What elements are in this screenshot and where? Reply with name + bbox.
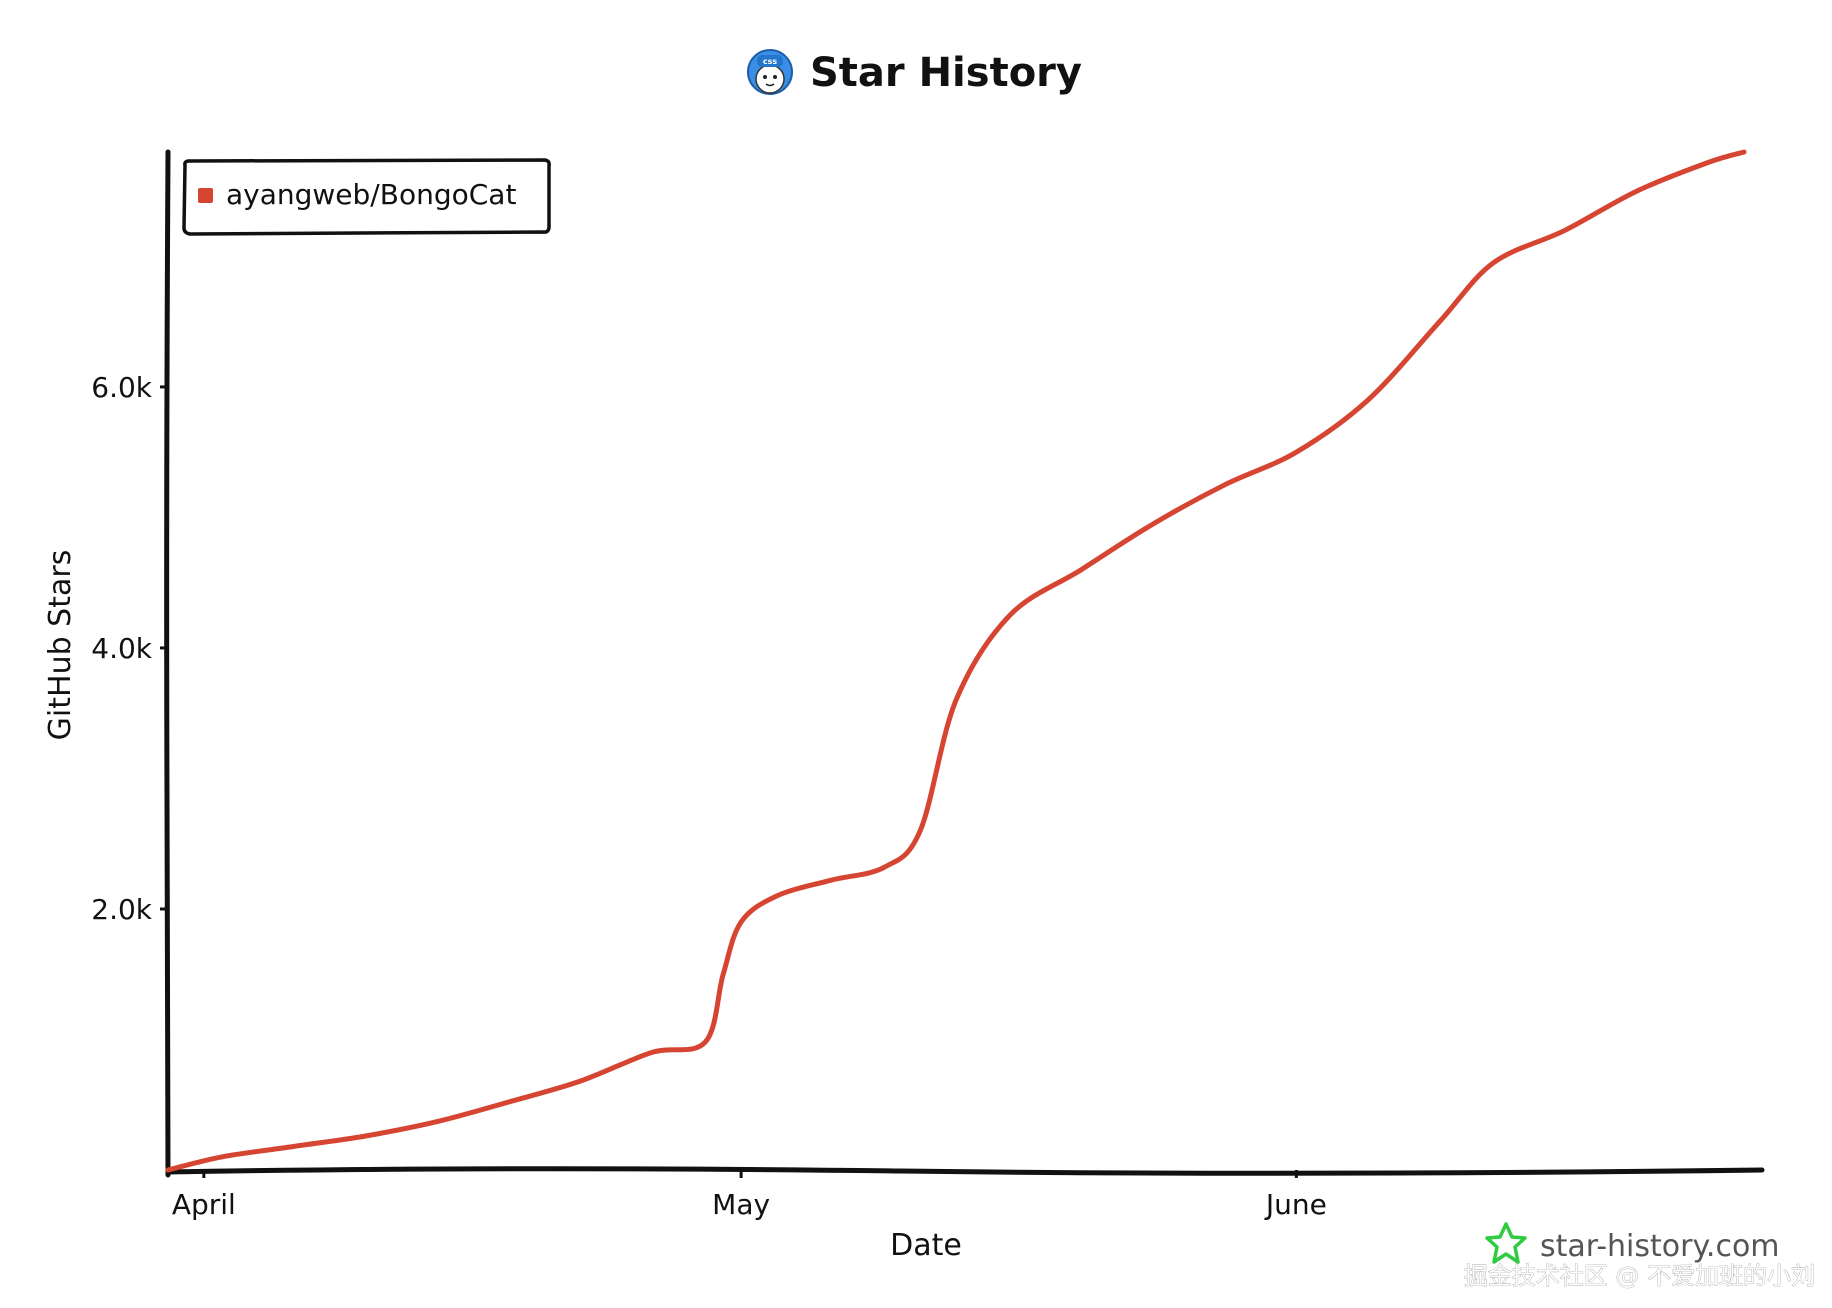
brand: star-history.com (1485, 1222, 1780, 1264)
chart-title: Star History (810, 50, 1082, 96)
x-ticks: April May June (172, 1170, 1327, 1221)
chart-header: css Star History (747, 49, 1082, 96)
x-tick-label: April (172, 1188, 236, 1221)
y-axis-label: GitHub Stars (43, 550, 78, 741)
y-tick-label: 6.0k (91, 371, 153, 404)
x-tick-label: May (712, 1188, 770, 1221)
y-axis-line (164, 149, 171, 1178)
watermark: 掘金技术社区 @ 不爱加班的小刘 (1464, 1262, 1815, 1290)
legend-label-ayangweb-bongocat: ayangweb/BongoCat (226, 178, 516, 211)
x-tick-label: June (1264, 1188, 1327, 1221)
x-axis-label: Date (890, 1228, 962, 1263)
svg-text:css: css (763, 57, 778, 66)
series-line-ayangweb-bongocat (165, 149, 1747, 1173)
y-tick-label: 2.0k (91, 893, 153, 926)
series-layer (165, 149, 1747, 1173)
y-ticks: 2.0k 4.0k 6.0k (91, 371, 168, 926)
star-icon (1485, 1222, 1527, 1264)
legend: ayangweb/BongoCat (182, 158, 551, 236)
brand-text: star-history.com (1540, 1229, 1780, 1264)
css-cat-avatar-icon: css (747, 49, 793, 95)
axes (164, 149, 1765, 1178)
legend-box (182, 158, 551, 236)
x-axis-line (165, 1166, 1765, 1176)
legend-swatch (198, 188, 213, 203)
y-tick-label: 4.0k (91, 632, 153, 665)
